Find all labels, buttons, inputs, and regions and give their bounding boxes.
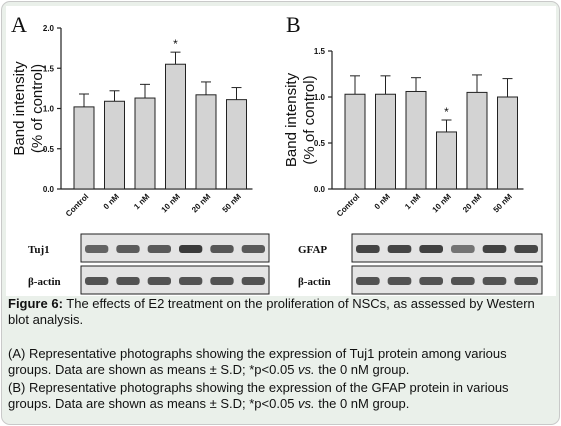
panel-a-blot-top: [80, 233, 270, 263]
panel-a-blot-band-top: [241, 245, 265, 253]
panel-b-letter: B: [286, 12, 301, 37]
panel-b-bar: [375, 93, 396, 190]
panel-b-ytick-label: 0.0: [314, 185, 326, 194]
panel-a-significance-mark: *: [173, 37, 178, 51]
panel-a-ytick-label: 1.0: [43, 105, 55, 114]
panel-b-blot-band-bottom: [482, 277, 507, 285]
panel-a-category-label: 10 nM: [160, 192, 183, 215]
panel-a-category-label: 20 nM: [190, 192, 213, 215]
panel-a-bar: [104, 100, 125, 190]
panel-a-letter: A: [11, 12, 27, 37]
panel-b-bar: [436, 131, 457, 190]
panel-b-blot-band-bottom: [451, 277, 475, 285]
panel-a-blot-label-top: Tuj1: [28, 244, 50, 256]
panel-b-bar: [466, 91, 488, 190]
panel-b-blot-band-top: [419, 245, 443, 253]
panel-b-category-label: 50 nM: [492, 192, 515, 215]
panel-b-blot-band-bottom: [387, 277, 412, 285]
panel-b-blot-band-top: [514, 245, 538, 253]
panel-b-category-label: 0 nM: [373, 192, 392, 211]
panel-a-blot-band-top: [147, 245, 171, 253]
figure-caption-text: The effects of E2 treatment on the proli…: [8, 296, 535, 327]
panel-b-ytick-label: 1.0: [314, 93, 326, 102]
caption-b-vs: vs.: [298, 396, 315, 411]
caption-b-text-end: the 0 nM group.: [314, 396, 410, 411]
panel-a-blot-band-top: [116, 245, 140, 253]
panel-b-ytick-label: 0.5: [314, 139, 326, 148]
panel-b-bar: [497, 96, 518, 190]
panel-a-blot-bottom: [80, 265, 270, 295]
panel-a-blot-band-top: [179, 245, 203, 253]
caption-a-text: (A) Representative photographs showing t…: [8, 346, 507, 377]
panel-a-blot-label-bottom: β-actin: [28, 276, 61, 288]
panel-a-blot-band-bottom: [116, 277, 140, 285]
panel-a-ytick-label: 2.0: [43, 24, 55, 33]
panel-a-bar: [195, 94, 217, 190]
figure-label: Figure 6:: [8, 296, 63, 311]
panel-a-blot-band-bottom: [241, 277, 265, 285]
caption-a-text-end: the 0 nM group.: [314, 362, 410, 377]
panel-b-blot-bottom: [351, 265, 543, 295]
panel-b-significance-mark: *: [444, 105, 449, 119]
panel-a-category-label: 1 nM: [132, 192, 151, 211]
panel-a-category-label: Control: [64, 192, 90, 218]
panel-b-ylabel-line2: (% of control): [301, 75, 318, 164]
panel-a-bar: [226, 99, 247, 190]
panel-a-ytick-label: 0.5: [43, 145, 55, 154]
panel-a-bar: [134, 97, 156, 190]
panel-b-blot-label-bottom: β-actin: [298, 276, 331, 288]
caption-a-vs: vs.: [298, 362, 315, 377]
caption-panel-a: (A) Representative photographs showing t…: [8, 346, 553, 378]
panel-a-ylabel-line2: (% of control): [29, 64, 46, 153]
figure-caption: Figure 6: The effects of E2 treatment on…: [8, 296, 553, 328]
panel-b-blot-band-bottom: [514, 277, 538, 285]
panel-a-ylabel-line1: Band intensity: [11, 61, 28, 156]
panel-b-blot-band-top: [387, 245, 412, 253]
panel-b-category-label: Control: [335, 192, 361, 218]
panel-b-blot-band-bottom: [356, 277, 380, 285]
caption-panel-b: (B) Representative photographs showing t…: [8, 380, 553, 412]
panel-b-category-label: 20 nM: [461, 192, 484, 215]
panel-b-blot-band-top: [482, 245, 507, 253]
plots-area: A Band intensity (% of control) 0.0 0.5 1.0 1.…: [6, 6, 556, 296]
panel-a-blot-band-bottom: [147, 277, 171, 285]
panel-a-ytick-label: 1.5: [43, 64, 55, 73]
panel-a-bar: [73, 106, 95, 190]
panel-b-category-label: 10 nM: [431, 192, 454, 215]
caption-b-text: (B) Representative photographs showing t…: [8, 380, 509, 411]
panel-b-bar: [405, 90, 427, 190]
panel-a-ytick-label: 0.0: [43, 185, 55, 194]
panel-b-blot-band-bottom: [419, 277, 443, 285]
panel-a-blot-band-top: [210, 245, 234, 253]
panel-a-bar: [165, 63, 186, 190]
panel-b-ylabel-line1: Band intensity: [283, 72, 300, 167]
panel-b-ytick-label: 1.5: [314, 47, 326, 56]
panel-a-blot-band-bottom: [85, 277, 109, 285]
panel-b-blot-band-top: [356, 245, 380, 253]
panel-b-bar: [344, 93, 366, 190]
panel-b-blot-label-top: GFAP: [298, 244, 327, 256]
panel-a-blot-band-bottom: [210, 277, 234, 285]
panel-b-blot-band-top: [451, 245, 475, 253]
panel-a-blot-band-bottom: [179, 277, 203, 285]
panel-b-category-label: 1 nM: [403, 192, 422, 211]
panel-b-blot-top: [351, 233, 543, 263]
panel-a-blot-band-top: [85, 245, 109, 253]
panel-a-category-label: 0 nM: [102, 192, 121, 211]
panel-a-category-label: 50 nM: [221, 192, 244, 215]
